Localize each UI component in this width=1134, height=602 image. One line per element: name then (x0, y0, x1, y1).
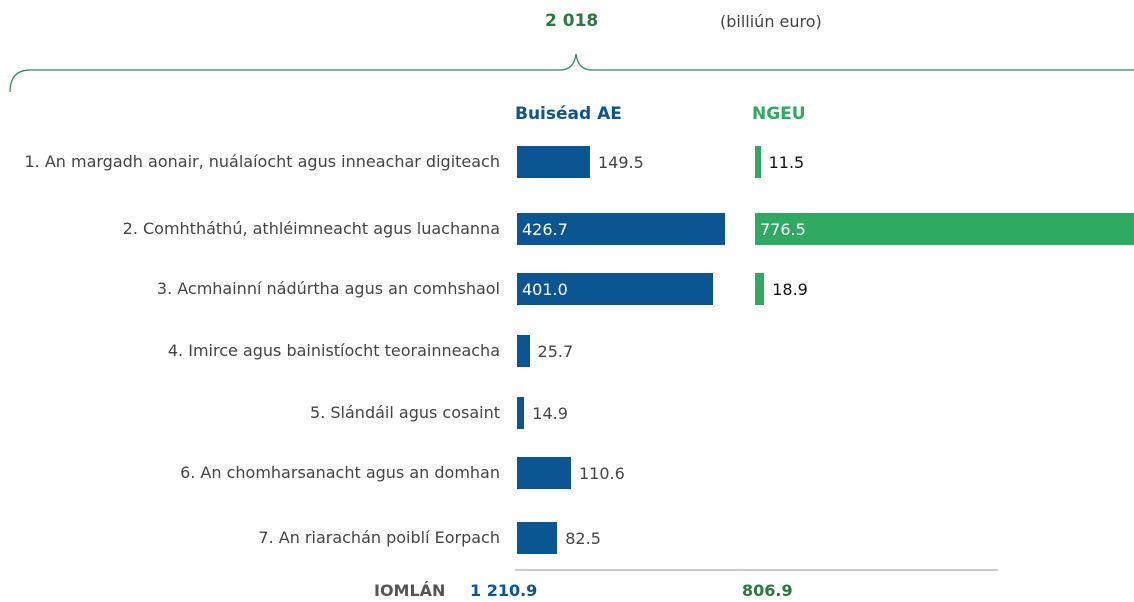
bar (517, 457, 571, 489)
value-label: 14.9 (532, 404, 568, 423)
category-label: 1. An margadh aonair, nuálaíocht agus in… (24, 152, 500, 171)
category-label: 4. Imirce agus bainistíocht teorainneach… (167, 341, 500, 360)
chart-subtitle: (billiún euro) (720, 12, 822, 31)
total-label: IOMLÁN (374, 581, 446, 600)
total-value: 1 210.9 (470, 581, 538, 600)
series-header: Buiséad AE (515, 104, 622, 124)
bar (755, 213, 1134, 245)
bar (517, 522, 558, 554)
bar (517, 335, 530, 367)
value-label: 25.7 (537, 342, 574, 361)
value-label: 776.5 (760, 220, 806, 239)
value-label: 18.9 (772, 280, 808, 299)
bar (517, 397, 525, 429)
value-label: 401.0 (522, 280, 568, 299)
bar (517, 213, 726, 245)
value-label: 426.7 (522, 220, 568, 239)
value-label: 149.5 (597, 153, 644, 172)
category-label: 5. Slándáil agus cosaint (310, 403, 500, 422)
category-label: 7. An riarachán poiblí Eorpach (258, 528, 500, 547)
value-label: 110.6 (578, 464, 625, 483)
brace (9, 53, 1134, 93)
category-label: 3. Acmhainní nádúrtha agus an comhshaol (156, 279, 500, 298)
bar (517, 273, 713, 305)
total-value: 806.9 (742, 581, 793, 600)
value-label: 82.5 (565, 529, 601, 548)
value-label: 11.5 (768, 153, 805, 172)
category-label: 6. An chomharsanacht agus an domhan (180, 463, 500, 482)
category-label: 2. Comhtháthú, athléimneacht agus luacha… (122, 219, 500, 238)
bar (755, 273, 765, 305)
bar (517, 146, 590, 178)
series-header: NGEU (752, 104, 806, 124)
chart-title: 2 018 (545, 11, 599, 31)
bar (755, 146, 761, 178)
